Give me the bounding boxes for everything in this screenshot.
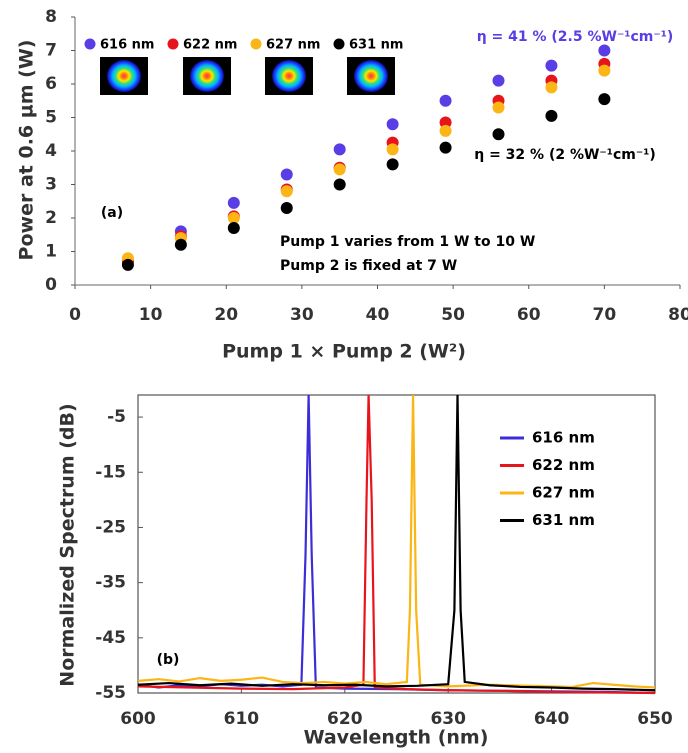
data-point: [598, 93, 611, 106]
beam-spot: [107, 60, 141, 92]
x-tick-label: 0: [69, 305, 81, 325]
annotation: (b): [157, 652, 180, 668]
legend-label: 631 nm: [532, 511, 595, 529]
data-point: [227, 212, 240, 224]
x-tick-label: 630: [430, 709, 466, 729]
x-tick-label: 10: [139, 305, 163, 325]
legend-label: 627 nm: [532, 484, 595, 502]
y-tick-label: -15: [95, 462, 126, 482]
data-point: [439, 141, 452, 154]
data-point: [227, 222, 240, 235]
spectrum-line: [137, 394, 656, 695]
y-tick-label: 4: [45, 141, 57, 161]
x-tick-label: 600: [120, 709, 156, 729]
x-tick-label: 80: [668, 305, 688, 325]
x-tick-label: 650: [637, 709, 673, 729]
data-point: [333, 163, 346, 176]
legend-label: 616 nm: [532, 429, 595, 447]
legend-marker: [333, 38, 345, 50]
data-point: [545, 81, 558, 94]
legend-marker: [84, 38, 96, 50]
data-point: [280, 201, 293, 214]
legend-label: 616 nm: [100, 38, 154, 53]
annotation: Pump 1 varies from 1 W to 10 W: [280, 234, 535, 250]
data-point: [545, 109, 558, 122]
data-point: [280, 185, 293, 198]
y-tick-label: -25: [95, 517, 126, 537]
data-point: [439, 124, 452, 137]
data-point: [280, 168, 293, 181]
spectrum-line: [137, 394, 656, 689]
beam-spot: [354, 60, 388, 92]
data-point: [598, 64, 611, 77]
data-point: [545, 59, 558, 72]
data-point: [439, 116, 452, 129]
x-tick-label: 30: [290, 305, 314, 325]
x-axis-title: Wavelength (nm): [304, 727, 489, 749]
y-tick-label: -5: [107, 407, 126, 427]
y-tick-label: 3: [45, 175, 57, 195]
data-point: [492, 74, 505, 87]
x-tick-label: 40: [366, 305, 390, 325]
data-point: [492, 101, 505, 114]
annotation: (a): [101, 205, 123, 221]
beam-profiles: [100, 57, 395, 95]
x-tick-label: 620: [327, 709, 363, 729]
y-tick-label: 8: [45, 7, 57, 27]
legend-label: 622 nm: [532, 456, 595, 474]
y-axis-title: Power at 0.6 µm (W): [16, 40, 38, 261]
x-tick-label: 610: [224, 709, 260, 729]
data-point: [333, 143, 346, 156]
legend-marker: [250, 38, 262, 50]
x-tick-label: 20: [214, 305, 238, 325]
data-point: [598, 44, 611, 57]
y-tick-label: 1: [45, 242, 57, 262]
data-point: [492, 128, 505, 141]
y-tick-label: -55: [95, 683, 126, 703]
data-point: [333, 178, 346, 191]
beam-spot: [272, 60, 306, 92]
x-axis-title: Pump 1 × Pump 2 (W²): [222, 341, 466, 363]
legend-label: 622 nm: [183, 38, 237, 53]
x-tick-label: 640: [534, 709, 570, 729]
data-point: [386, 158, 399, 171]
annotation: Pump 2 is fixed at 7 W: [280, 258, 457, 274]
y-axis-title: Normalized Spectrum (dB): [57, 403, 79, 686]
x-tick-label: 50: [441, 305, 465, 325]
y-tick-label: -35: [95, 573, 126, 593]
legend-label: 631 nm: [349, 38, 403, 53]
y-tick-label: -45: [95, 628, 126, 648]
data-point: [386, 118, 399, 131]
data-point: [174, 238, 187, 251]
y-tick-label: 7: [45, 41, 57, 61]
x-tick-label: 70: [593, 305, 617, 325]
data-point: [121, 258, 134, 271]
data-point: [439, 94, 452, 107]
annotation: η = 32 % (2 %W⁻¹cm⁻¹): [474, 147, 656, 163]
beam-spot: [190, 60, 224, 92]
annotation: η = 41 % (2.5 %W⁻¹cm⁻¹): [477, 29, 674, 45]
data-point: [227, 196, 240, 209]
y-tick-label: 0: [45, 275, 57, 295]
x-tick-label: 60: [517, 305, 541, 325]
legend-marker: [167, 38, 179, 50]
data-point: [386, 143, 399, 156]
y-tick-label: 5: [45, 108, 57, 128]
spectrum-line: [137, 394, 656, 692]
y-tick-label: 6: [45, 74, 57, 94]
y-tick-label: 2: [45, 208, 57, 228]
plot-frame: [137, 394, 656, 694]
legend-label: 627 nm: [266, 38, 320, 53]
